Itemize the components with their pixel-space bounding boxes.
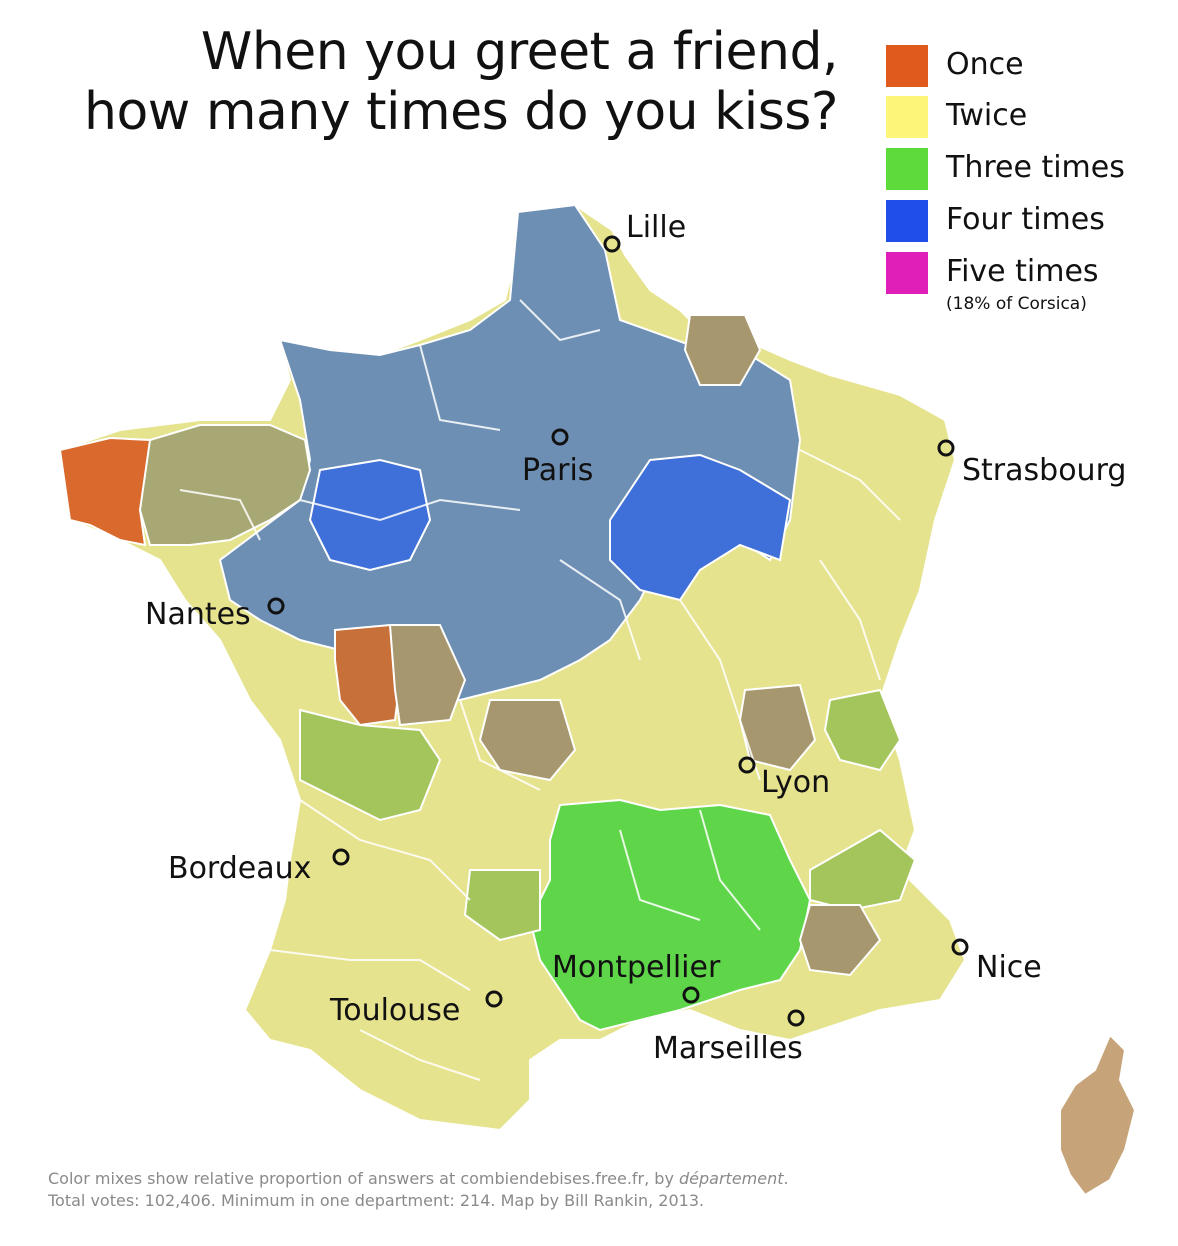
title-line-1: When you greet a friend, [200,22,839,82]
city-marker-montpellier [682,986,700,1004]
city-toulouse: Toulouse [329,990,503,1028]
region-corsica [1059,1033,1137,1197]
region-vienne-mix [388,624,467,727]
legend-label-four: Four times [946,202,1105,237]
city-nantes: Nantes [145,597,285,632]
legend-label-once: Once [946,47,1024,82]
region-ardennes-mix [683,314,762,386]
legend-item-twice: Twice [886,96,1176,140]
legend-label-three: Three times [946,150,1125,185]
city-paris: Paris [522,428,593,488]
legend-swatch-four [886,200,928,242]
legend-swatch-once [886,45,928,87]
city-label-lyon: Lyon [761,765,830,800]
city-label-nantes: Nantes [145,597,251,632]
city-label-montpellier: Montpellier [552,950,721,985]
title-line-2: how many times do you kiss? [84,82,838,142]
footer-credits: Color mixes show relative proportion of … [48,1168,789,1212]
city-label-marseilles: Marseilles [653,1031,803,1066]
legend-swatch-twice [886,96,928,138]
city-nice: Nice [951,938,1042,985]
city-label-lille: Lille [626,210,686,245]
city-marker-marseilles [787,1009,805,1027]
legend-label-five: Five times [946,254,1099,289]
legend-label-twice: Twice [946,98,1028,133]
city-marker-nantes [267,597,285,615]
city-label-nice: Nice [976,950,1042,985]
region-four-strong-east [609,453,792,602]
legend-item-once: Once [886,45,1176,89]
footer-line-1-main: Color mixes show relative proportion of … [48,1169,680,1188]
city-marker-bordeaux [332,848,350,866]
city-marker-paris [551,428,569,446]
city-label-bordeaux: Bordeaux [168,851,311,886]
department-borders [179,299,901,1081]
region-alps-green [823,688,902,772]
footer-line-1: Color mixes show relative proportion of … [48,1168,789,1190]
city-marker-lyon [738,756,756,774]
city-marker-lille [603,235,621,253]
city-marseilles: Marseilles [653,1009,805,1066]
region-limousin-mix [299,708,442,822]
region-bretagne-east [138,424,312,546]
legend-swatch-five [886,252,928,294]
region-bretagne-west [58,436,151,547]
city-lille: Lille [603,210,686,253]
city-marker-nice [951,938,969,956]
city-label-paris: Paris [522,453,593,488]
map-title: When you greet a friend, how many times … [84,22,838,142]
region-var-brown [798,904,882,977]
city-label-toulouse: Toulouse [329,993,460,1028]
city-marker-toulouse [485,990,503,1008]
region-aude-mix [463,869,541,942]
legend-swatch-three [886,148,928,190]
city-lyon: Lyon [738,756,830,800]
footer-line-1-end: . [783,1169,789,1188]
footer-line-1-italic: département [679,1169,784,1188]
legend-item-four: Four times [886,200,1176,244]
city-montpellier: Montpellier [552,950,721,1004]
region-three-zone [528,798,812,1032]
region-four-strong-west [308,458,432,572]
footer-line-2: Total votes: 102,406. Minimum in one dep… [48,1191,705,1210]
city-marker-strasbourg [937,439,955,457]
legend-item-three: Three times [886,148,1176,192]
legend-item-five: Five times (18% of Corsica) [886,252,1176,332]
city-label-strasbourg: Strasbourg [962,453,1126,488]
legend-note-corsica: (18% of Corsica) [946,294,1087,314]
city-bordeaux: Bordeaux [168,848,350,886]
region-provence-green [809,828,917,912]
region-auvergne-brown [478,699,577,782]
city-strasbourg: Strasbourg [937,439,1126,488]
